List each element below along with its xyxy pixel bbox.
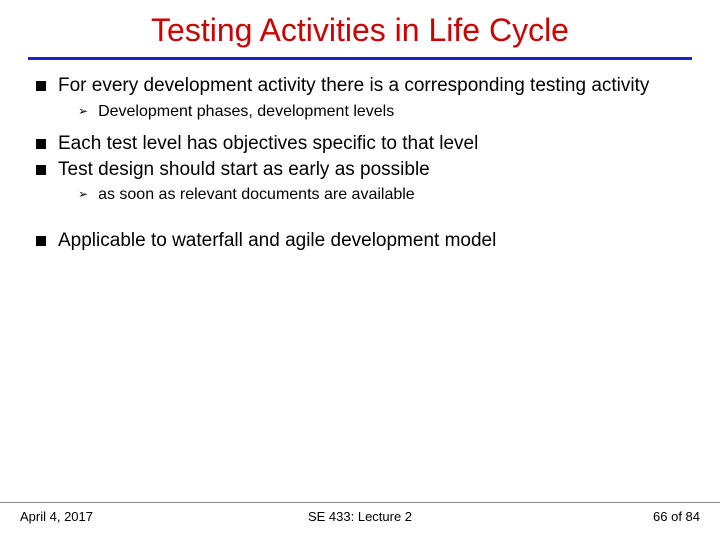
title-underline xyxy=(28,57,692,60)
sub-bullet-item: ➢ Development phases, development levels xyxy=(78,102,684,122)
slide-body: For every development activity there is … xyxy=(28,74,692,253)
bullet-text: Applicable to waterfall and agile develo… xyxy=(58,229,684,253)
bullet-item: For every development activity there is … xyxy=(36,74,684,98)
footer-date: April 4, 2017 xyxy=(20,509,247,524)
bullet-item: Applicable to waterfall and agile develo… xyxy=(36,229,684,253)
square-bullet-icon xyxy=(36,165,46,175)
bullet-text: Each test level has objectives specific … xyxy=(58,132,684,156)
bullet-text: For every development activity there is … xyxy=(58,74,684,98)
slide-title: Testing Activities in Life Cycle xyxy=(28,12,692,57)
square-bullet-icon xyxy=(36,81,46,91)
bullet-item: Test design should start as early as pos… xyxy=(36,158,684,182)
slide-container: Testing Activities in Life Cycle For eve… xyxy=(0,0,720,540)
arrow-bullet-icon: ➢ xyxy=(78,104,88,119)
vertical-spacer xyxy=(36,215,684,229)
slide-footer: April 4, 2017 SE 433: Lecture 2 66 of 84 xyxy=(0,502,720,530)
sub-bullet-text: Development phases, development levels xyxy=(98,102,394,122)
arrow-bullet-icon: ➢ xyxy=(78,187,88,202)
sub-bullet-text: as soon as relevant documents are availa… xyxy=(98,185,415,205)
square-bullet-icon xyxy=(36,139,46,149)
footer-course: SE 433: Lecture 2 xyxy=(247,509,474,524)
sub-bullet-item: ➢ as soon as relevant documents are avai… xyxy=(78,185,684,205)
bullet-item: Each test level has objectives specific … xyxy=(36,132,684,156)
footer-page: 66 of 84 xyxy=(473,509,700,524)
square-bullet-icon xyxy=(36,236,46,246)
bullet-text: Test design should start as early as pos… xyxy=(58,158,684,182)
